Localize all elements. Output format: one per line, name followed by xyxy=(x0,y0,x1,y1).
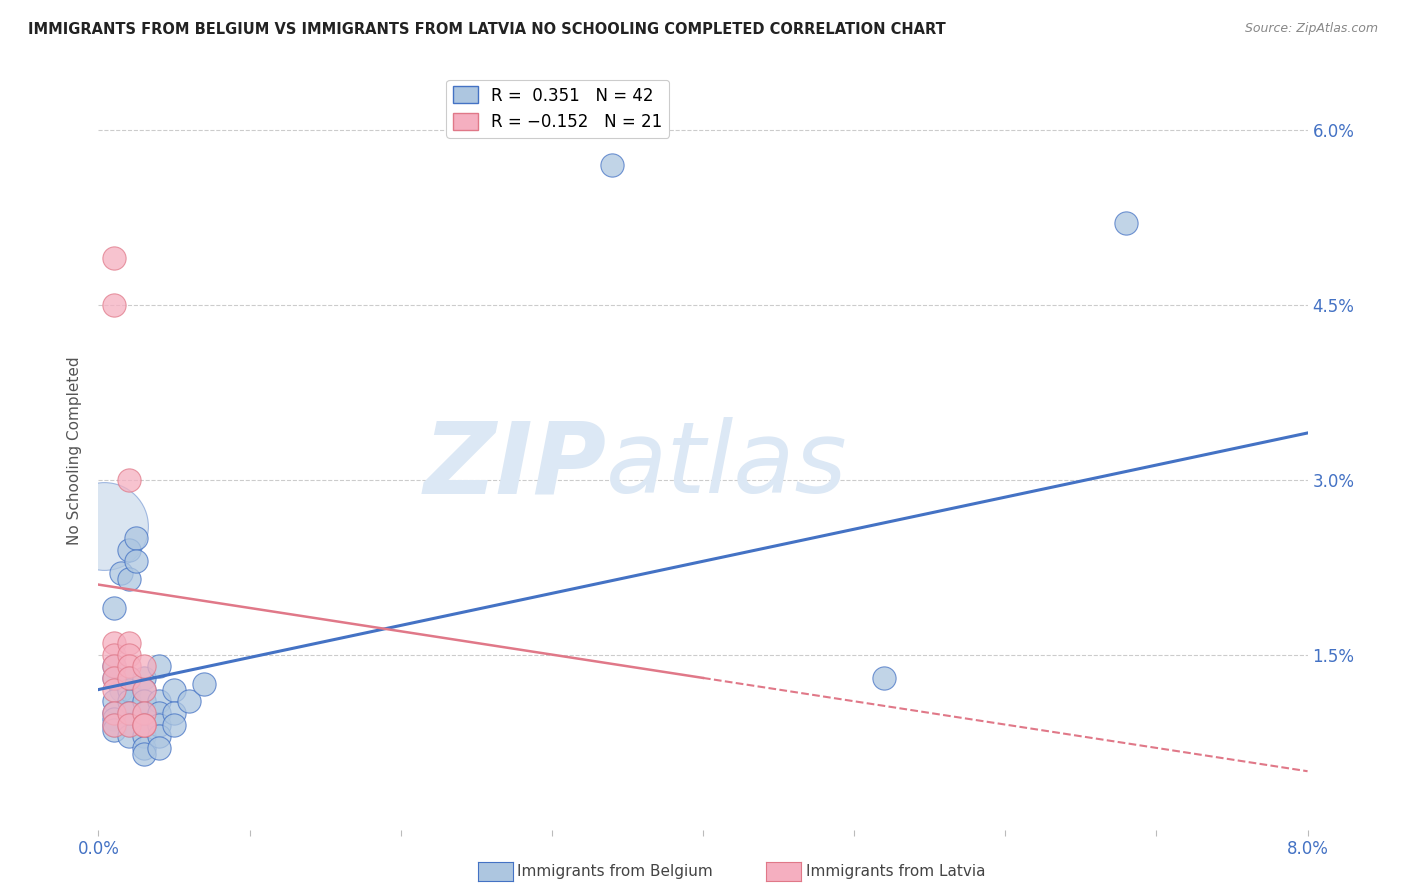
Point xyxy=(125,554,148,568)
Point xyxy=(132,717,155,731)
Point xyxy=(132,659,155,673)
Point xyxy=(132,682,155,697)
Point xyxy=(118,671,141,685)
Text: Source: ZipAtlas.com: Source: ZipAtlas.com xyxy=(1244,22,1378,36)
Point xyxy=(148,729,170,743)
Point xyxy=(132,706,155,720)
Point xyxy=(118,717,141,731)
Point xyxy=(163,717,186,731)
Point xyxy=(132,682,155,697)
Point xyxy=(103,251,125,265)
Point xyxy=(873,671,896,685)
Point xyxy=(103,298,125,312)
Text: IMMIGRANTS FROM BELGIUM VS IMMIGRANTS FROM LATVIA NO SCHOOLING COMPLETED CORRELA: IMMIGRANTS FROM BELGIUM VS IMMIGRANTS FR… xyxy=(28,22,946,37)
Point xyxy=(193,677,215,691)
Point xyxy=(103,706,125,720)
Point xyxy=(118,659,141,673)
Text: ZIP: ZIP xyxy=(423,417,606,514)
Point xyxy=(118,729,141,743)
Point xyxy=(103,694,125,708)
Point xyxy=(148,706,170,720)
Point xyxy=(110,682,132,697)
Point xyxy=(110,566,132,580)
Point xyxy=(132,740,155,755)
Point xyxy=(1115,216,1137,230)
Point xyxy=(103,636,125,650)
Point xyxy=(118,682,141,697)
Point xyxy=(148,694,170,708)
Point xyxy=(148,659,170,673)
Point xyxy=(118,542,141,557)
Text: Immigrants from Belgium: Immigrants from Belgium xyxy=(517,864,713,879)
Point xyxy=(118,572,141,586)
Point xyxy=(125,531,148,545)
Legend: R =  0.351   N = 42, R = −0.152   N = 21: R = 0.351 N = 42, R = −0.152 N = 21 xyxy=(447,79,669,137)
Point xyxy=(103,601,125,615)
Y-axis label: No Schooling Completed: No Schooling Completed xyxy=(67,356,83,545)
Point xyxy=(118,694,141,708)
Point xyxy=(103,659,125,673)
Point xyxy=(118,717,141,731)
Point xyxy=(163,682,186,697)
Point xyxy=(103,717,125,731)
Point xyxy=(132,747,155,761)
Point xyxy=(148,740,170,755)
Point xyxy=(103,723,125,738)
Point xyxy=(103,671,125,685)
Text: atlas: atlas xyxy=(606,417,848,514)
Point xyxy=(118,671,141,685)
Point xyxy=(118,648,141,662)
Point xyxy=(103,712,125,726)
Point xyxy=(118,706,141,720)
Point xyxy=(132,671,155,685)
Point xyxy=(132,717,155,731)
Point xyxy=(163,706,186,720)
Point xyxy=(103,648,125,662)
Point xyxy=(132,694,155,708)
Point xyxy=(103,671,125,685)
Point xyxy=(179,694,201,708)
Point xyxy=(103,706,125,720)
Point xyxy=(132,729,155,743)
Point xyxy=(103,659,125,673)
Point xyxy=(118,636,141,650)
Point xyxy=(118,473,141,487)
Text: Immigrants from Latvia: Immigrants from Latvia xyxy=(806,864,986,879)
Point xyxy=(602,158,624,172)
Point xyxy=(103,717,125,731)
Point xyxy=(148,717,170,731)
Point xyxy=(93,519,115,533)
Point xyxy=(103,682,125,697)
Point xyxy=(132,706,155,720)
Point xyxy=(132,717,155,731)
Point xyxy=(118,706,141,720)
